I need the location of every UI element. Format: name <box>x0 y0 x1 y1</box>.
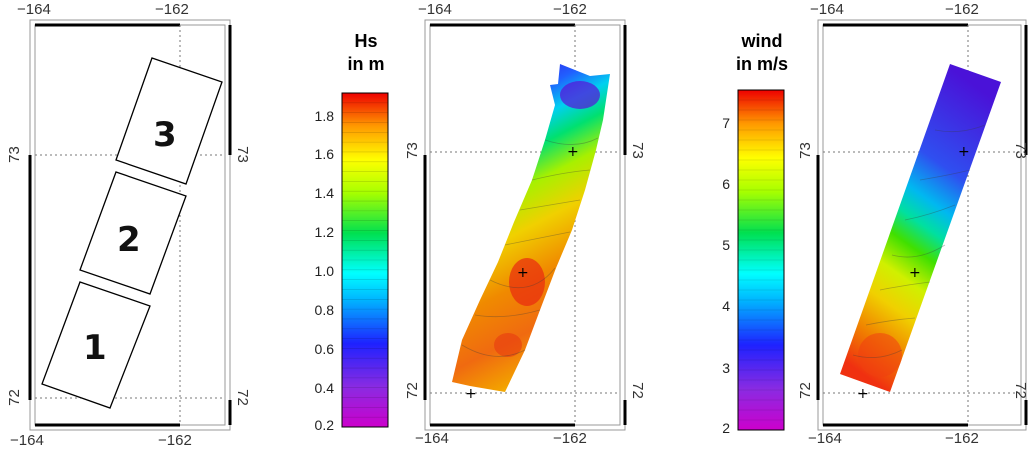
wind-contours <box>852 124 986 358</box>
hs-tick-0.8: 0.8 <box>314 302 334 318</box>
map3-bottom-left-lon: −164 <box>808 430 842 447</box>
map2-top-right-lon: −162 <box>553 1 587 18</box>
hs-tick-0.6: 0.6 <box>314 341 334 357</box>
hs-marker-2: + <box>517 265 529 281</box>
map3-left-lower-lat: 72 <box>796 382 814 399</box>
wind-tick-3: 3 <box>722 360 730 376</box>
hs-tick-1.8: 1.8 <box>314 108 334 124</box>
map3-left-upper-lat: 73 <box>796 142 814 159</box>
wind-colorbar-title: wind in m/s <box>722 30 802 75</box>
wind-tick-2: 2 <box>722 420 730 436</box>
wind-tick-5: 5 <box>722 237 730 253</box>
hs-marker-3: + <box>465 386 477 402</box>
map2-top-left-lon: −164 <box>418 1 452 18</box>
map1-top-right-lon: −162 <box>155 1 189 18</box>
hs-tick-1.6: 1.6 <box>314 146 334 162</box>
map3-right-lower-lat: 72 <box>1011 382 1029 399</box>
map1-bottom-right-lon: −162 <box>158 432 192 449</box>
wind-tick-6: 6 <box>722 176 730 192</box>
hs-tick-0.2: 0.2 <box>314 417 334 433</box>
segment-1-box <box>41 281 151 409</box>
map3-top-right-lon: −162 <box>945 1 979 18</box>
wind-title-line1: wind <box>741 31 783 51</box>
wind-marker-2: + <box>909 265 921 281</box>
wind-marker-3: + <box>857 386 869 402</box>
map2-bottom-right-lon: −162 <box>553 430 587 447</box>
hs-marker-1: + <box>567 144 579 160</box>
wind-field-swath <box>840 64 1001 392</box>
wind-tick-7: 7 <box>722 115 730 131</box>
segment-3-label: 3 <box>153 115 177 155</box>
hs-tick-1.0: 1.0 <box>314 263 334 279</box>
map3-bottom-right-lon: −162 <box>945 430 979 447</box>
wind-title-line2: in m/s <box>735 53 788 74</box>
segment-2-label: 2 <box>117 220 141 260</box>
hs-tick-1.2: 1.2 <box>314 224 334 240</box>
map2-bottom-left-lon: −164 <box>415 430 449 447</box>
hs-tick-1.4: 1.4 <box>314 185 334 201</box>
segment-1-label: 1 <box>83 328 107 368</box>
hs-colorbar-title: Hs in m <box>326 30 406 75</box>
hs-title-line1: Hs <box>354 31 378 51</box>
hs-title-line2: in m <box>347 53 385 74</box>
wind-tick-4: 4 <box>722 298 730 314</box>
map3-top-left-lon: −164 <box>810 1 844 18</box>
hs-field-swath <box>452 64 610 392</box>
segment-3-box <box>115 57 223 185</box>
map1-top-left-lon: −164 <box>17 1 51 18</box>
map3-right-upper-lat: 73 <box>1011 142 1029 159</box>
wind-marker-1: + <box>958 144 970 160</box>
hs-contours <box>461 137 599 357</box>
map1-bottom-left-lon: −164 <box>10 432 44 449</box>
hs-tick-0.4: 0.4 <box>314 380 334 396</box>
segment-2-box <box>79 171 187 295</box>
